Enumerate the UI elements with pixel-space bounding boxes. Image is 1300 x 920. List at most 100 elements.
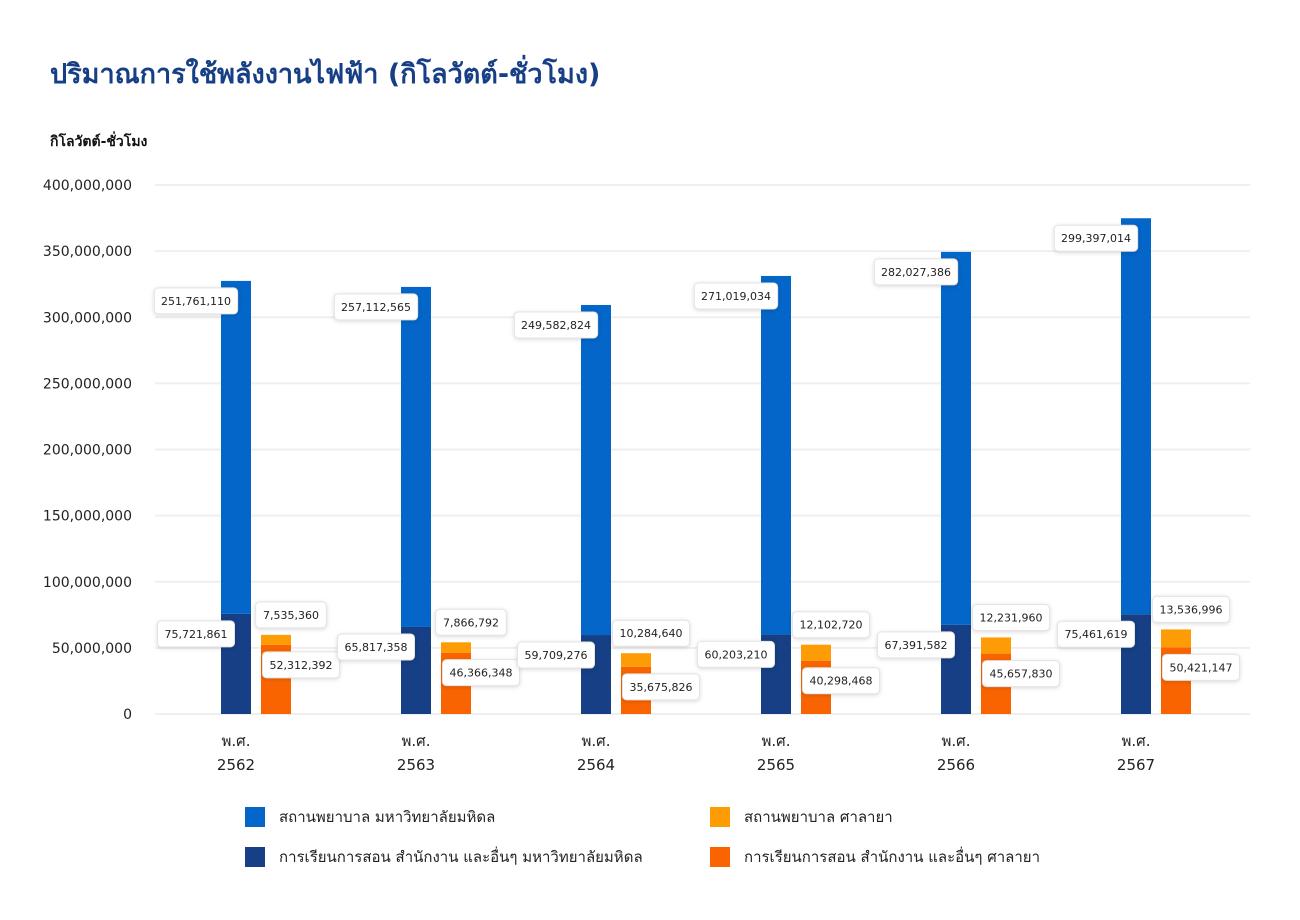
y-tick-label: 200,000,000 <box>43 443 132 459</box>
bar-salaya-hospital <box>261 634 291 645</box>
x-tick-label: 2565 <box>757 756 795 774</box>
data-label-text: 75,461,619 <box>1065 628 1128 641</box>
data-label-text: 13,536,996 <box>1160 603 1223 616</box>
data-label-box <box>153 287 239 315</box>
data-label-box <box>873 258 959 286</box>
bar-salaya-hospital <box>801 644 831 661</box>
data-label-text: 52,312,392 <box>270 659 333 672</box>
bar-mahidol-hospital <box>401 286 431 627</box>
data-label-text: 35,675,826 <box>630 681 693 694</box>
data-label-box <box>337 633 415 661</box>
data-label-text: 45,657,830 <box>990 668 1053 681</box>
data-label-text: 67,391,582 <box>885 639 948 652</box>
legend-item[interactable]: การเรียนการสอน สำนักงาน และอื่นๆ มหาวิทย… <box>245 845 643 869</box>
data-label: 257,112,565 <box>333 293 419 321</box>
data-label-text: 299,397,014 <box>1061 232 1131 245</box>
data-label: 75,461,619 <box>1057 620 1135 648</box>
y-tick-label: 150,000,000 <box>43 509 132 525</box>
data-label: 251,761,110 <box>153 287 239 315</box>
data-label: 271,019,034 <box>693 282 779 310</box>
data-label: 249,582,824 <box>513 311 599 339</box>
data-label: 7,866,792 <box>435 608 507 636</box>
data-label-text: 12,102,720 <box>800 619 863 632</box>
x-tick-label: 2566 <box>937 756 975 774</box>
y-tick-label: 350,000,000 <box>43 244 132 260</box>
bar-salaya-hospital <box>441 642 471 653</box>
data-label-box <box>442 659 520 687</box>
bar-mahidol-hospital <box>1121 218 1151 615</box>
data-label-box <box>982 660 1060 688</box>
data-label-text: 257,112,565 <box>341 301 411 314</box>
x-tick-label: พ.ศ. <box>222 732 251 750</box>
bar-salaya-hospital <box>621 653 651 667</box>
x-tick-label: 2562 <box>217 756 255 774</box>
data-label: 52,312,392 <box>262 651 340 679</box>
legend-item[interactable]: สถานพยาบาล มหาวิทยาลัยมหิดล <box>245 805 495 829</box>
data-label: 59,709,276 <box>517 641 595 669</box>
data-label-box <box>877 631 955 659</box>
x-tick-label: 2563 <box>397 756 435 774</box>
bar-mahidol-hospital <box>581 304 611 636</box>
data-label-box <box>517 641 595 669</box>
legend-item[interactable]: การเรียนการสอน สำนักงาน และอื่นๆ ศาลายา <box>710 845 1040 869</box>
data-label-text: 10,284,640 <box>620 627 683 640</box>
data-label-text: 59,709,276 <box>525 649 588 662</box>
data-label-box <box>972 603 1050 631</box>
y-tick-label: 250,000,000 <box>43 376 132 392</box>
data-label: 67,391,582 <box>877 631 955 659</box>
legend-label: การเรียนการสอน สำนักงาน และอื่นๆ ศาลายา <box>744 848 1040 866</box>
data-label-text: 251,761,110 <box>161 295 231 308</box>
data-label-box <box>693 282 779 310</box>
y-axis-label: กิโลวัตต์-ชั่วโมง <box>50 134 148 150</box>
legend-label: สถานพยาบาล ศาลายา <box>744 808 893 826</box>
y-tick-label: 100,000,000 <box>43 575 132 591</box>
y-tick-label: 0 <box>123 707 132 723</box>
data-label: 46,366,348 <box>442 659 520 687</box>
data-label-box <box>262 651 340 679</box>
chart-title: ปริมาณการใช้พลังงานไฟฟ้า (กิโลวัตต์-ชั่ว… <box>50 59 601 90</box>
x-tick-label: 2567 <box>1117 756 1155 774</box>
bar-mahidol-hospital <box>941 251 971 625</box>
data-label-text: 65,817,358 <box>345 641 408 654</box>
data-label-box <box>513 311 599 339</box>
legend-swatch <box>245 847 265 867</box>
data-label-text: 249,582,824 <box>521 319 591 332</box>
legend-label: การเรียนการสอน สำนักงาน และอื่นๆ มหาวิทย… <box>279 848 643 866</box>
legend-item[interactable]: สถานพยาบาล ศาลายา <box>710 805 893 829</box>
x-tick-label: พ.ศ. <box>762 732 791 750</box>
data-label: 12,231,960 <box>972 603 1050 631</box>
x-tick-label: พ.ศ. <box>942 732 971 750</box>
legend-label: สถานพยาบาล มหาวิทยาลัยมหิดล <box>279 808 496 826</box>
x-tick-label: พ.ศ. <box>582 732 611 750</box>
data-label: 45,657,830 <box>982 660 1060 688</box>
data-label: 282,027,386 <box>873 258 959 286</box>
y-tick-label: 400,000,000 <box>43 178 132 194</box>
data-label-box <box>622 673 700 701</box>
x-tick-label: พ.ศ. <box>1122 732 1151 750</box>
data-label: 12,102,720 <box>792 611 870 639</box>
data-label: 35,675,826 <box>622 673 700 701</box>
data-label-box <box>255 601 327 629</box>
data-label-text: 40,298,468 <box>810 675 873 688</box>
data-label-text: 60,203,210 <box>705 648 768 661</box>
data-label-box <box>333 293 419 321</box>
data-label-text: 7,535,360 <box>263 609 319 622</box>
bar-salaya-hospital <box>1161 629 1191 648</box>
data-label-text: 46,366,348 <box>450 667 513 680</box>
data-label: 13,536,996 <box>1152 595 1230 623</box>
data-label-box <box>792 611 870 639</box>
data-label-box <box>1057 620 1135 648</box>
data-label: 10,284,640 <box>612 619 690 647</box>
bar-salaya-hospital <box>981 637 1011 654</box>
data-label: 299,397,014 <box>1053 224 1139 252</box>
data-label: 40,298,468 <box>802 667 880 695</box>
bar-mahidol-hospital <box>761 275 791 635</box>
data-label-box <box>1152 595 1230 623</box>
legend-swatch <box>245 807 265 827</box>
x-tick-label: 2564 <box>577 756 615 774</box>
data-label-text: 50,421,147 <box>1170 661 1233 674</box>
bar-mahidol-hospital <box>221 280 251 614</box>
data-label: 65,817,358 <box>337 633 415 661</box>
